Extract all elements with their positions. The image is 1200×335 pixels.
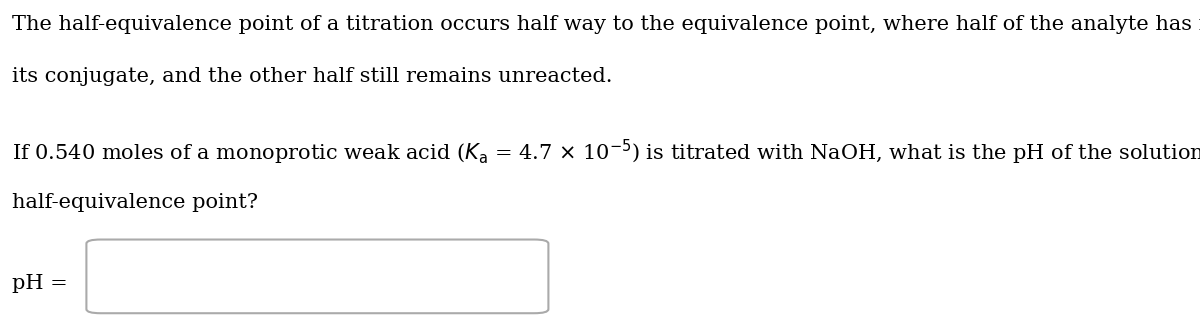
Text: half-equivalence point?: half-equivalence point? <box>12 193 258 212</box>
Text: pH =: pH = <box>12 274 67 292</box>
FancyBboxPatch shape <box>86 240 548 313</box>
Text: its conjugate, and the other half still remains unreacted.: its conjugate, and the other half still … <box>12 67 612 86</box>
Text: If 0.540 moles of a monoprotic weak acid ($K_\mathrm{a}$ = 4.7 $\times$ 10$^{-5}: If 0.540 moles of a monoprotic weak acid… <box>12 137 1200 166</box>
Text: The half-equivalence point of a titration occurs half way to the equivalence poi: The half-equivalence point of a titratio… <box>12 15 1200 34</box>
